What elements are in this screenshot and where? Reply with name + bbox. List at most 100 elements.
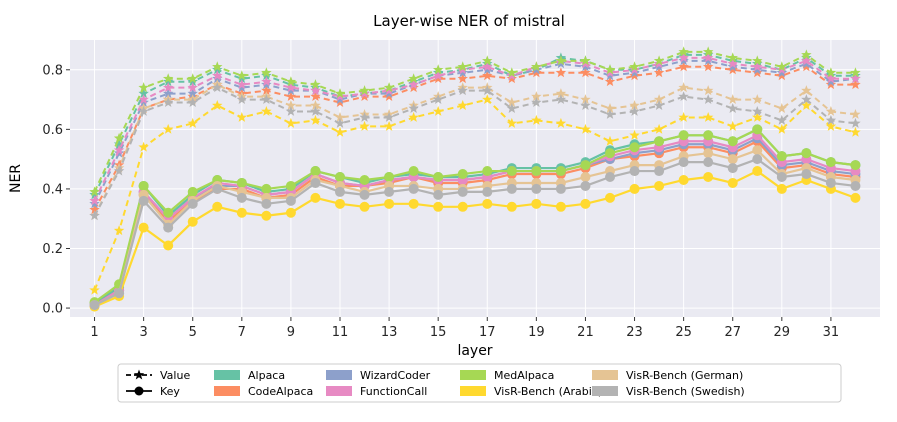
key-point bbox=[580, 172, 591, 183]
value-point bbox=[506, 117, 518, 128]
value-point bbox=[776, 64, 788, 75]
value-point bbox=[457, 61, 468, 72]
legend-swatch bbox=[460, 370, 486, 380]
value-point bbox=[383, 82, 395, 93]
key-point bbox=[261, 210, 272, 221]
value-point bbox=[236, 70, 248, 81]
value-point bbox=[702, 52, 714, 63]
value-point bbox=[310, 85, 321, 96]
value-point bbox=[580, 61, 591, 72]
key-point bbox=[285, 195, 296, 206]
value-point bbox=[432, 64, 444, 75]
value-point bbox=[236, 111, 248, 122]
key-point bbox=[678, 130, 689, 141]
value-point bbox=[506, 67, 518, 78]
value-point bbox=[752, 105, 763, 116]
value-point bbox=[383, 111, 395, 122]
value-point bbox=[604, 76, 616, 87]
legend-entry-wizardcoder: WizardCoder bbox=[326, 369, 431, 382]
value-point bbox=[89, 186, 100, 197]
key-point bbox=[629, 183, 640, 194]
value-point bbox=[801, 49, 812, 60]
value-point bbox=[162, 82, 174, 93]
value-point bbox=[334, 111, 346, 122]
key-point bbox=[187, 186, 198, 197]
value-point bbox=[236, 94, 248, 105]
value-point bbox=[653, 67, 665, 78]
x-tick-label: 23 bbox=[626, 325, 643, 340]
value-point bbox=[310, 105, 321, 116]
value-point bbox=[629, 70, 640, 81]
y-tick-label: 0.8 bbox=[42, 63, 63, 78]
value-point bbox=[801, 100, 812, 110]
key-point bbox=[359, 189, 370, 200]
value-point bbox=[531, 91, 542, 102]
value-point bbox=[678, 82, 689, 93]
key-point bbox=[433, 172, 444, 183]
key-point bbox=[114, 288, 125, 299]
value-point bbox=[555, 67, 567, 78]
legend-circle-marker bbox=[134, 386, 144, 396]
legend-swatch bbox=[326, 386, 352, 396]
y-tick-label: 0.0 bbox=[42, 302, 63, 317]
legend-label: Alpaca bbox=[248, 369, 285, 382]
value-point bbox=[629, 100, 640, 110]
legend-entry-visr-bench-arabic: VisR-Bench (Arabic) bbox=[460, 385, 602, 398]
key-point bbox=[531, 183, 542, 194]
value-point bbox=[138, 82, 149, 93]
value-point bbox=[187, 76, 198, 87]
value-point bbox=[702, 46, 714, 57]
key-point bbox=[310, 166, 321, 177]
value-point bbox=[212, 100, 223, 110]
value-point bbox=[776, 61, 788, 72]
key-point bbox=[752, 145, 763, 156]
x-tick-label: 15 bbox=[430, 325, 447, 340]
key-point bbox=[555, 183, 566, 194]
value-point bbox=[752, 67, 763, 78]
key-point bbox=[433, 189, 444, 200]
value-point bbox=[801, 94, 812, 105]
key-point bbox=[261, 198, 272, 209]
value-point bbox=[825, 73, 837, 84]
value-point bbox=[702, 55, 714, 66]
legend-swatch bbox=[592, 386, 618, 396]
x-axis-label: layer bbox=[457, 343, 492, 359]
value-point bbox=[702, 94, 714, 105]
x-tick-label: 1 bbox=[90, 325, 98, 340]
key-point bbox=[752, 166, 763, 177]
legend-swatch bbox=[592, 370, 618, 380]
value-point bbox=[482, 94, 493, 105]
value-point bbox=[285, 100, 297, 110]
x-tick-label: 27 bbox=[724, 325, 741, 340]
value-point bbox=[310, 114, 321, 125]
key-point bbox=[506, 183, 517, 194]
key-point bbox=[335, 186, 345, 197]
value-point bbox=[408, 73, 419, 84]
x-tick-label: 19 bbox=[528, 325, 545, 340]
x-tick-label: 13 bbox=[381, 325, 398, 340]
key-point bbox=[163, 240, 174, 251]
key-point bbox=[384, 198, 395, 209]
key-point bbox=[801, 169, 812, 180]
key-point bbox=[506, 201, 517, 212]
series-layer bbox=[89, 46, 861, 312]
key-point bbox=[531, 166, 542, 177]
value-point bbox=[334, 94, 346, 105]
key-point bbox=[825, 177, 836, 188]
key-point bbox=[678, 157, 689, 168]
value-point bbox=[825, 120, 837, 131]
value-point bbox=[383, 91, 395, 102]
value-point bbox=[653, 61, 665, 72]
value-point bbox=[89, 204, 100, 215]
value-point bbox=[506, 103, 518, 113]
value-point bbox=[531, 114, 542, 125]
key-point bbox=[776, 183, 787, 194]
value-point bbox=[113, 132, 125, 143]
x-tick-label: 11 bbox=[332, 325, 349, 340]
key-point bbox=[727, 163, 738, 174]
value-point bbox=[89, 189, 100, 200]
key-point bbox=[752, 154, 763, 165]
value-point bbox=[310, 79, 321, 90]
value-point bbox=[359, 85, 370, 96]
key-point bbox=[310, 177, 321, 188]
